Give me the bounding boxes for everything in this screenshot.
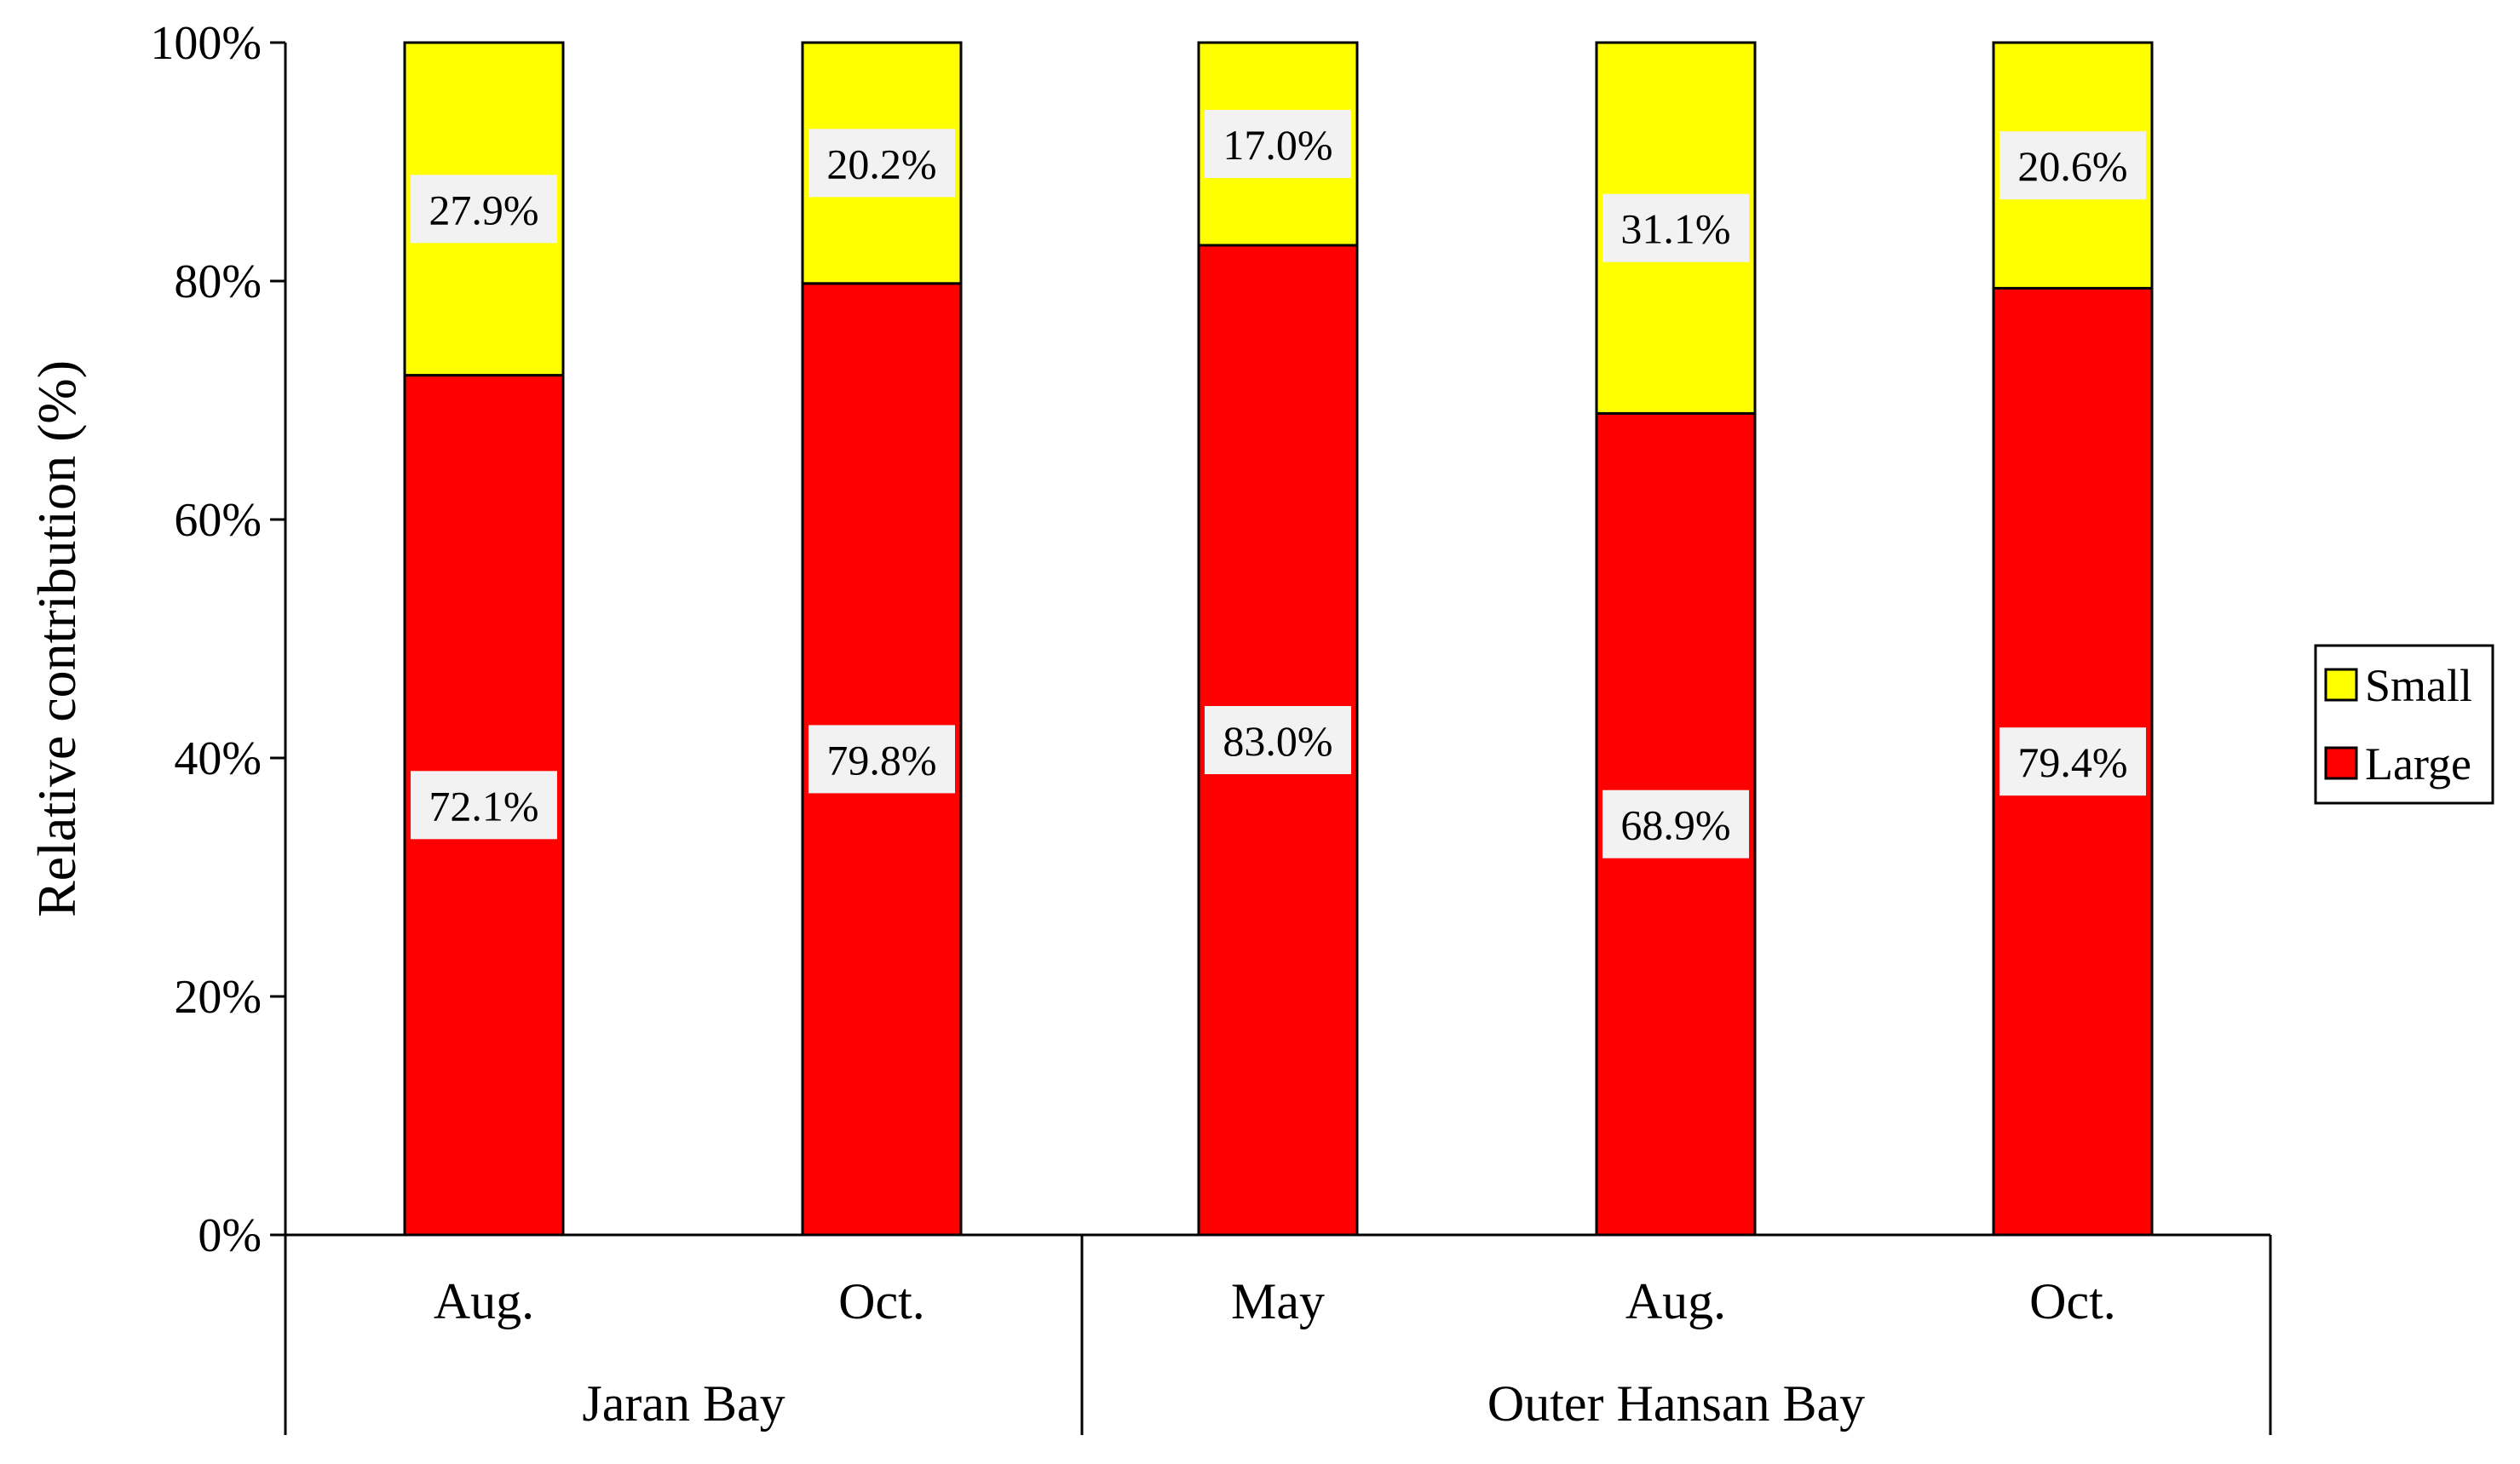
x-group-label: Outer Hansan Bay [1487,1375,1865,1432]
data-label-small: 17.0% [1223,121,1332,169]
x-category-label: Oct. [838,1273,925,1329]
y-tick-label: 80% [174,255,262,308]
data-label-small: 20.6% [2017,142,2127,190]
data-label-large: 83.0% [1223,717,1332,765]
y-axis-title: Relative contribution (%) [26,360,87,917]
legend-label: Small [2365,660,2472,711]
x-group-label: Jaran Bay [582,1375,785,1432]
x-category-label: Oct. [2029,1273,2116,1329]
data-label-large: 72.1% [429,782,538,830]
data-label-box [808,129,955,198]
data-label-box [1205,110,1351,178]
x-category-label: Aug. [434,1273,534,1329]
data-label-box [411,771,557,840]
data-label-small: 31.1% [1620,205,1730,253]
x-category-label: May [1231,1273,1325,1329]
legend-label: Large [2365,738,2471,789]
y-tick-label: 20% [174,971,262,1024]
data-label-box [411,175,557,244]
y-tick-label: 40% [174,732,262,785]
data-label-box [1999,727,2146,796]
data-label-box [1602,789,1749,858]
data-label-large: 79.4% [2017,738,2127,786]
y-tick-label: 0% [198,1209,262,1262]
data-label-small: 20.2% [826,140,936,187]
legend-swatch [2324,746,2358,780]
data-label-large: 79.8% [826,736,936,784]
data-label-box [808,725,955,794]
y-tick-label: 100% [150,17,262,70]
data-label-box [1999,131,2146,200]
data-label-small: 27.9% [429,186,538,233]
y-tick-label: 60% [174,494,262,547]
legend-swatch [2324,668,2358,702]
data-label-box [1602,193,1749,262]
data-label-large: 68.9% [1620,801,1730,849]
x-category-label: Aug. [1625,1273,1726,1329]
data-label-box [1205,706,1351,774]
